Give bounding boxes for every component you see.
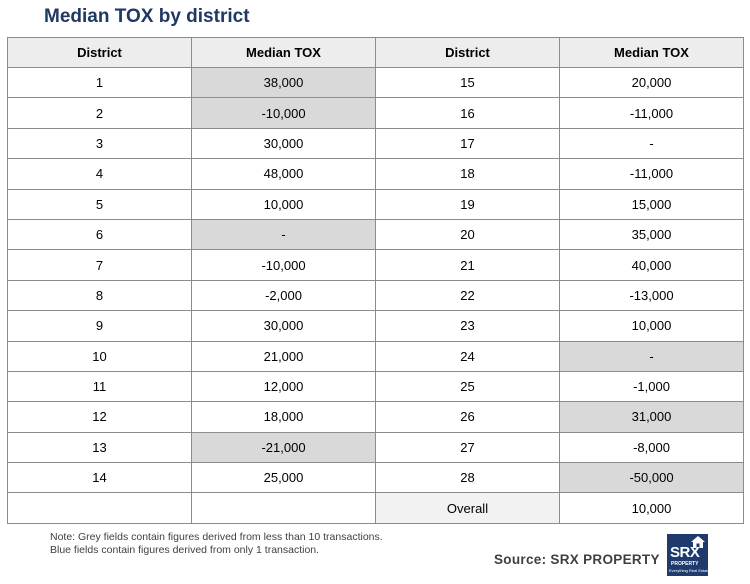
district-cell: 26 — [375, 401, 560, 433]
footnote: Note: Grey fields contain figures derive… — [50, 531, 383, 556]
chart-title: Median TOX by district — [44, 6, 250, 27]
district-cell: 7 — [7, 249, 192, 281]
median-tox-cell: 31,000 — [559, 401, 744, 433]
district-cell: 5 — [7, 188, 192, 220]
median-tox-cell: 10,000 — [559, 310, 744, 342]
district-cell: 8 — [7, 279, 192, 312]
header-median-tox-left: Median TOX — [191, 37, 376, 68]
table-row: 11 12,000 25 -1,000 — [7, 370, 744, 403]
overall-value: 10,000 — [559, 492, 744, 524]
median-tox-cell: -21,000 — [191, 431, 376, 464]
district-cell: 10 — [7, 340, 192, 372]
median-tox-cell: -13,000 — [559, 279, 744, 312]
district-cell: 16 — [375, 97, 560, 129]
district-cell: 21 — [375, 249, 560, 281]
median-tox-cell: 10,000 — [191, 188, 376, 220]
median-tox-cell: - — [559, 340, 744, 372]
table-row: 1 38,000 15 20,000 — [7, 66, 744, 99]
median-tox-cell: 30,000 — [191, 127, 376, 160]
median-tox-cell: - — [191, 218, 376, 251]
srx-logo: SRX PROPERTY Everything Real Estate — [667, 534, 710, 576]
header-district-right: District — [375, 37, 560, 68]
table-row: 6-20 35,000 — [7, 218, 744, 251]
district-cell: 6 — [7, 218, 192, 251]
empty-cell — [191, 492, 376, 524]
footnote-line-2: Blue fields contain figures derived from… — [50, 543, 320, 556]
district-cell: 22 — [375, 279, 560, 312]
median-tox-cell: 12,000 — [191, 370, 376, 403]
district-cell: 19 — [375, 188, 560, 220]
tox-table: District Median TOX District Median TOX … — [7, 37, 744, 524]
table-row: 4 48,000 18 -11,000 — [7, 158, 744, 190]
district-cell: 18 — [375, 158, 560, 190]
median-tox-cell: 25,000 — [191, 462, 376, 494]
median-tox-cell: 35,000 — [559, 218, 744, 251]
district-cell: 13 — [7, 431, 192, 464]
median-tox-cell: 30,000 — [191, 310, 376, 342]
district-cell: 1 — [7, 66, 192, 99]
median-tox-cell: 21,000 — [191, 340, 376, 372]
table-row: 13 -21,000 27 -8,000 — [7, 431, 744, 464]
table-body: 1 38,000 15 20,000 2 -10,000 16 -11,000 3 30,000 1… — [7, 66, 744, 524]
district-cell: 11 — [7, 370, 192, 403]
district-cell: 24 — [375, 340, 560, 372]
empty-cell — [7, 492, 192, 524]
district-cell: 20 — [375, 218, 560, 251]
median-tox-cell: 38,000 — [191, 66, 376, 99]
district-cell: 12 — [7, 401, 192, 433]
median-tox-cell: -8,000 — [559, 431, 744, 464]
median-tox-cell: 15,000 — [559, 188, 744, 220]
median-tox-cell: -2,000 — [191, 279, 376, 312]
district-cell: 17 — [375, 127, 560, 160]
footnote-line-1: Note: Grey fields contain figures derive… — [50, 531, 383, 543]
district-cell: 3 — [7, 127, 192, 160]
table-row: 10 21,000 24- — [7, 340, 744, 372]
district-cell: 23 — [375, 310, 560, 342]
table-header-row: District Median TOX District Median TOX — [7, 37, 744, 68]
median-tox-cell: -1,000 — [559, 370, 744, 403]
median-tox-cell: 20,000 — [559, 66, 744, 99]
overall-row: Overall 10,000 — [7, 492, 744, 524]
district-cell: 14 — [7, 462, 192, 494]
table-row: 5 10,000 19 15,000 — [7, 188, 744, 220]
header-district-left: District — [7, 37, 192, 68]
median-tox-cell: -11,000 — [559, 97, 744, 129]
logo-tagline: Everything Real Estate — [669, 568, 710, 573]
source-label: Source: SRX PROPERTY — [494, 552, 660, 567]
house-icon — [691, 536, 705, 548]
median-tox-cell: 18,000 — [191, 401, 376, 433]
table-row: 9 30,000 23 10,000 — [7, 310, 744, 342]
table-row: 14 25,000 28 -50,000 — [7, 462, 744, 494]
district-cell: 4 — [7, 158, 192, 190]
median-tox-cell: -10,000 — [191, 97, 376, 129]
median-tox-cell: -10,000 — [191, 249, 376, 281]
table-row: 8 -2,000 22 -13,000 — [7, 279, 744, 312]
district-cell: 27 — [375, 431, 560, 464]
median-tox-cell: -11,000 — [559, 158, 744, 190]
logo-wordmark: SRX — [670, 544, 700, 561]
district-cell: 28 — [375, 462, 560, 494]
table-row: 3 30,000 17- — [7, 127, 744, 160]
header-median-tox-right: Median TOX — [559, 37, 744, 68]
median-tox-cell: -50,000 — [559, 462, 744, 494]
median-tox-cell: - — [559, 127, 744, 160]
district-cell: 25 — [375, 370, 560, 403]
median-tox-cell: 48,000 — [191, 158, 376, 190]
district-cell: 2 — [7, 97, 192, 129]
table-row: 12 18,000 26 31,000 — [7, 401, 744, 433]
district-cell: 15 — [375, 66, 560, 99]
table-row: 2 -10,000 16 -11,000 — [7, 97, 744, 129]
tox-table-container: District Median TOX District Median TOX … — [7, 37, 744, 524]
district-cell: 9 — [7, 310, 192, 342]
logo-subword: PROPERTY — [671, 561, 699, 567]
table-row: 7 -10,000 21 40,000 — [7, 249, 744, 281]
overall-label: Overall — [375, 492, 560, 524]
median-tox-cell: 40,000 — [559, 249, 744, 281]
